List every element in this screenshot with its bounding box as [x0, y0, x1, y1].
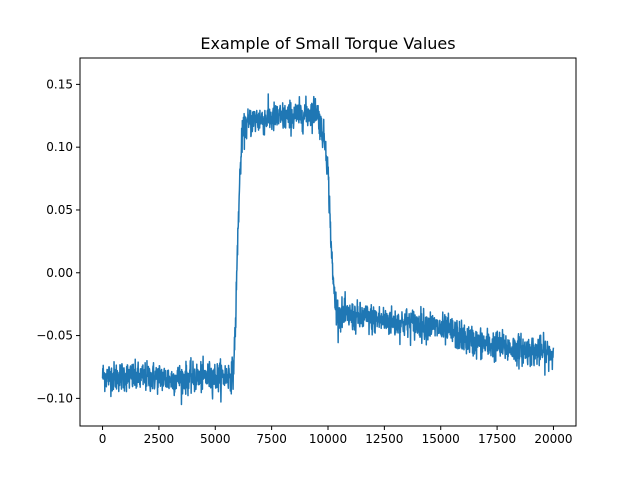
x-tick-label: 5000: [200, 432, 231, 446]
y-tick-label: 0.15: [46, 77, 73, 91]
x-tick-label: 20000: [534, 432, 572, 446]
x-tick-label: 15000: [422, 432, 460, 446]
y-tick-label: 0.00: [46, 266, 73, 280]
series-line-0: [101, 93, 555, 406]
x-tick-label: 2500: [144, 432, 175, 446]
y-axis: −0.10 −0.05 0.00 0.05 0.10 0.15: [36, 77, 80, 405]
x-tick-label: 0: [99, 432, 107, 446]
x-tick-label: 17500: [478, 432, 516, 446]
series-layer: [101, 93, 555, 406]
x-axis: 0 2500 5000 7500 10000 12500 15000 17500 20000: [99, 426, 573, 446]
x-tick-label: 7500: [256, 432, 287, 446]
chart-title: Example of Small Torque Values: [200, 34, 455, 53]
y-tick-label: 0.10: [46, 140, 73, 154]
y-tick-label: −0.05: [36, 329, 73, 343]
x-tick-label: 10000: [309, 432, 347, 446]
y-tick-label: −0.10: [36, 391, 73, 405]
x-tick-label: 12500: [365, 432, 403, 446]
y-tick-label: 0.05: [46, 203, 73, 217]
